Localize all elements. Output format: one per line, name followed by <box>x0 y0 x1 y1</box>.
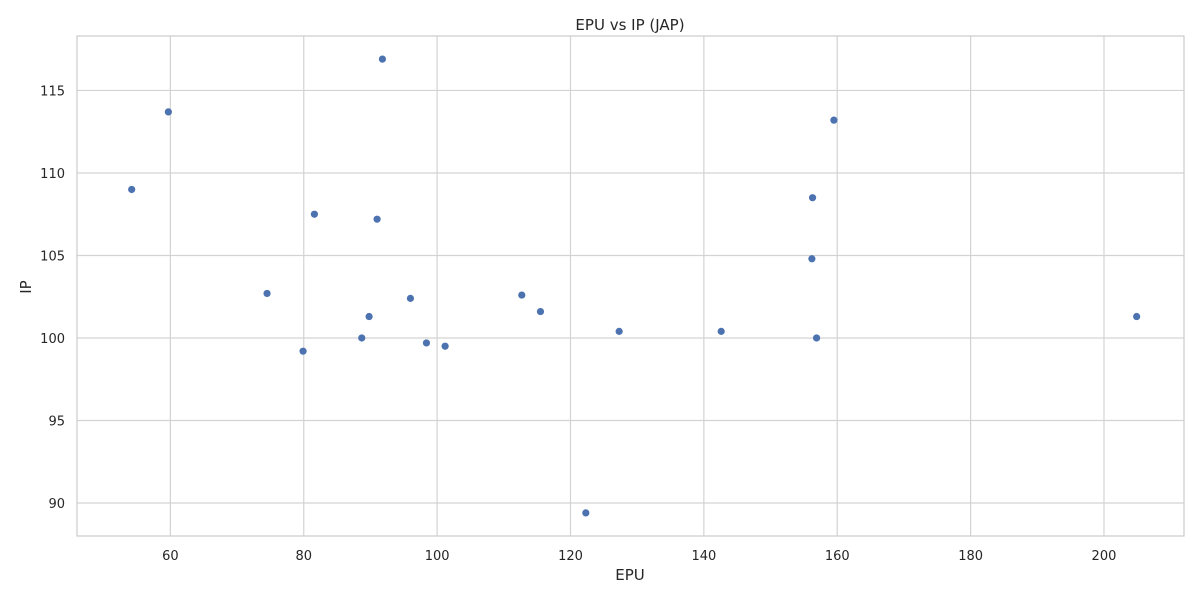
y-tick-label: 95 <box>48 414 65 429</box>
plot-frame <box>76 35 1185 537</box>
chart-title: EPU vs IP (JAP) <box>575 16 684 34</box>
x-tick-label: 140 <box>691 549 716 564</box>
x-tick-label: 180 <box>958 549 983 564</box>
y-tick-label: 100 <box>40 332 65 347</box>
data-point <box>299 347 307 355</box>
data-point <box>164 108 172 116</box>
data-point <box>441 342 449 350</box>
data-point <box>128 185 136 194</box>
data-point <box>1133 312 1141 321</box>
y-tick-labels: 90 95 100 105 110 115 <box>40 84 65 512</box>
y-tick-label: 115 <box>40 84 65 99</box>
data-point <box>717 327 725 335</box>
data-point <box>365 312 373 321</box>
data-point <box>373 215 381 223</box>
data-point <box>518 291 526 299</box>
y-tick-label: 90 <box>48 497 65 512</box>
data-point <box>406 294 415 302</box>
data-point <box>536 307 545 316</box>
y-tick-label: 105 <box>40 249 65 264</box>
data-points <box>128 55 1141 517</box>
x-axis-label: EPU <box>615 566 645 584</box>
x-tick-label: 100 <box>425 549 450 564</box>
data-point <box>358 334 366 342</box>
data-point <box>263 289 271 298</box>
data-point <box>615 327 623 335</box>
x-tick-labels: 60 80 100 120 140 160 180 200 <box>162 549 1116 564</box>
data-point <box>582 509 590 517</box>
y-axis-label: IP <box>17 280 35 293</box>
data-point <box>808 255 816 263</box>
x-tick-label: 200 <box>1092 549 1117 564</box>
x-tick-label: 60 <box>162 549 179 564</box>
x-tick-label: 120 <box>558 549 583 564</box>
data-point <box>378 55 387 63</box>
grid-lines <box>77 36 1184 536</box>
y-tick-label: 110 <box>40 167 65 182</box>
data-point <box>812 334 821 342</box>
data-point <box>422 339 431 347</box>
x-tick-label: 80 <box>295 549 312 564</box>
data-point <box>310 210 319 218</box>
x-tick-label: 160 <box>825 549 850 564</box>
data-point <box>830 116 838 124</box>
data-point <box>808 194 817 202</box>
